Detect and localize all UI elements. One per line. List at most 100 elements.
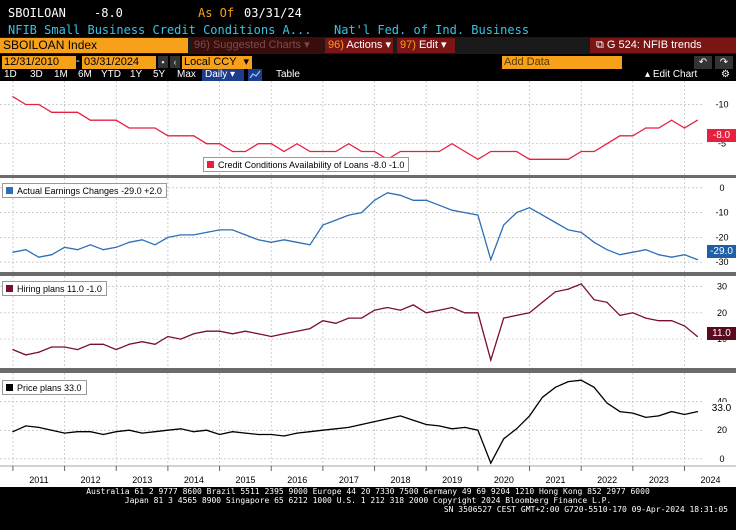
data-point [141, 239, 143, 241]
data-point [425, 423, 427, 426]
data-point [244, 234, 246, 236]
period-1d[interactable]: 1D [4, 69, 17, 80]
legend-price-plans[interactable]: Price plans 33.0 [2, 380, 87, 395]
edit-number: 97) [400, 39, 416, 51]
data-point [231, 229, 234, 231]
data-point [361, 317, 363, 319]
period-1y[interactable]: 1Y [130, 69, 143, 80]
data-point [619, 411, 621, 413]
data-point [580, 283, 582, 285]
redo-icon[interactable]: ↷ [715, 56, 733, 69]
add-data-input[interactable]: Add Data [502, 56, 622, 69]
data-point [102, 343, 104, 345]
data-point [154, 431, 156, 433]
y-tick-label: 40 [717, 397, 727, 407]
table-button[interactable]: Table [276, 69, 300, 80]
legend-credit-conditions[interactable]: Credit Conditions Availability of Loans … [203, 157, 410, 172]
security-field[interactable]: SBOILOAN Index [0, 38, 188, 53]
chart-title-button[interactable]: ⧉ G 524: NFIB trends [590, 38, 736, 53]
data-point [296, 143, 298, 145]
last-value-credit: -8.0 [707, 129, 736, 142]
export-icon[interactable]: ⧉ [596, 39, 604, 51]
legend-earnings[interactable]: Actual Earnings Changes -29.0 +2.0 [2, 183, 167, 198]
edit-chart-button[interactable]: ▴ Edit Chart [645, 69, 697, 81]
series-line [12, 283, 698, 363]
period-ytd[interactable]: YTD [101, 69, 121, 80]
edit-button[interactable]: 97) Edit ▾ [397, 38, 455, 53]
gear-icon[interactable]: ⚙ [721, 69, 730, 80]
series-line [12, 96, 698, 161]
data-point [541, 214, 544, 216]
data-point [322, 320, 324, 322]
y-tick-label: -5 [718, 139, 726, 149]
data-point [438, 425, 440, 427]
data-point [541, 158, 544, 160]
frequency-select[interactable]: Daily ▾ [202, 69, 244, 81]
data-point [477, 312, 479, 314]
data-point [244, 432, 246, 434]
data-point [270, 241, 272, 243]
data-point [503, 224, 505, 226]
data-point [193, 333, 195, 335]
data-point [503, 150, 505, 153]
x-tick-label: 2019 [442, 475, 462, 485]
data-point [296, 432, 298, 434]
back-arrow-icon[interactable]: ‹ [170, 56, 180, 68]
dropdown-caret-icon: ▾ [230, 69, 236, 80]
legend-label: Actual Earnings Changes -29.0 +2.0 [17, 186, 162, 196]
chart-area[interactable]: -5-100-10-20-303020104020020112012201320… [0, 81, 736, 487]
data-point [645, 416, 647, 418]
data-point [309, 327, 311, 330]
last-value-price: 33.0 [707, 402, 736, 415]
period-6m[interactable]: 6M [78, 69, 92, 80]
data-point [425, 312, 427, 314]
line-chart-icon[interactable] [248, 69, 262, 81]
data-point [361, 150, 363, 153]
data-point [580, 231, 582, 234]
dropdown-caret-icon: ▾ [304, 39, 310, 51]
period-1m[interactable]: 1M [54, 69, 68, 80]
calendar-icon[interactable]: ▪ [158, 56, 168, 68]
panel-separator [0, 175, 736, 178]
data-point [193, 234, 195, 236]
period-3d[interactable]: 3D [30, 69, 43, 80]
data-point [167, 236, 169, 238]
footer-contacts-1: Australia 61 2 9777 8600 Brazil 5511 239… [86, 487, 650, 496]
data-point [516, 428, 518, 430]
data-point [51, 346, 53, 348]
y-tick-label: 20 [717, 308, 727, 318]
data-point [373, 199, 376, 201]
actions-button[interactable]: 96) Actions ▾ [325, 38, 393, 53]
data-point [477, 158, 479, 160]
currency-select[interactable]: Local CCY ▾ [182, 56, 252, 69]
data-point [670, 411, 673, 413]
data-point [309, 150, 311, 153]
description-header: NFIB Small Business Credit Conditions A.… [0, 22, 736, 37]
data-point [115, 119, 117, 121]
period-max[interactable]: Max [177, 69, 196, 80]
data-point [477, 429, 479, 431]
data-point [115, 431, 117, 433]
data-point [490, 462, 492, 464]
data-point [128, 343, 130, 345]
data-point [438, 150, 440, 153]
suggested-charts-button[interactable]: 96) Suggested Charts ▾ [191, 38, 323, 53]
data-point [38, 351, 40, 353]
data-point [696, 335, 699, 338]
undo-icon[interactable]: ↶ [694, 56, 712, 69]
end-date-input[interactable]: 03/31/2024 [82, 56, 156, 69]
x-tick-label: 2014 [184, 475, 204, 485]
data-point [606, 301, 608, 303]
data-point [528, 415, 531, 417]
start-date-input[interactable]: 12/31/2010 [2, 56, 76, 69]
data-point [76, 249, 79, 251]
data-point [399, 415, 401, 417]
caret-icon: ▴ [645, 69, 651, 80]
footer-session: SN 3506527 CEST GMT+2:00 G720-5510-170 0… [443, 505, 728, 514]
data-point [51, 429, 53, 431]
data-point [257, 433, 259, 436]
period-5y[interactable]: 5Y [153, 69, 166, 80]
legend-hiring[interactable]: Hiring plans 11.0 -1.0 [2, 281, 107, 296]
x-tick-label: 2012 [81, 475, 101, 485]
x-tick-label: 2016 [287, 475, 307, 485]
